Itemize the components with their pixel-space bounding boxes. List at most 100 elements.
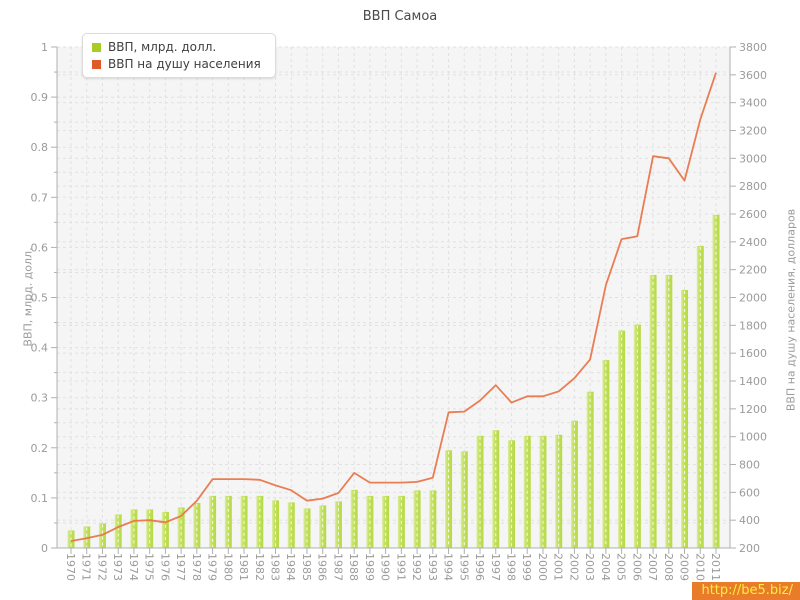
left-tick-label: 0.8 — [31, 141, 49, 154]
legend: ВВП, млрд. долл. ВВП на душу населения — [82, 33, 276, 78]
year-label-1994: 1994 — [442, 553, 455, 581]
year-label-1980: 1980 — [221, 553, 234, 581]
year-label-1990: 1990 — [379, 553, 392, 581]
legend-item-gdp[interactable]: ВВП, млрд. долл. — [92, 40, 261, 54]
gdp-series-swatch-icon — [92, 42, 101, 52]
legend-label-gdp-per-capita: ВВП на душу населения — [108, 57, 261, 71]
bar-1976[interactable] — [161, 511, 169, 548]
year-label-1976: 1976 — [158, 553, 171, 581]
right-tick-label: 2000 — [739, 292, 767, 305]
right-tick-label: 1800 — [739, 319, 767, 332]
legend-item-gdp-per-capita[interactable]: ВВП на душу населения — [92, 57, 261, 71]
left-tick-label: 0.9 — [31, 91, 49, 104]
year-label-1974: 1974 — [127, 553, 140, 581]
left-tick-label: 0.5 — [31, 292, 49, 305]
right-tick-label: 3200 — [739, 125, 767, 138]
right-tick-label: 600 — [739, 486, 760, 499]
right-tick-label: 400 — [739, 514, 760, 527]
year-label-2002: 2002 — [567, 553, 580, 581]
bar-1994[interactable] — [445, 450, 453, 548]
right-tick-label: 2200 — [739, 264, 767, 277]
right-axis-title: ВВП на душу населения, долларов — [784, 208, 798, 412]
right-tick-label: 800 — [739, 459, 760, 472]
year-label-1977: 1977 — [174, 553, 187, 581]
year-label-1992: 1992 — [410, 553, 423, 581]
chart-title: ВВП Самоа — [362, 9, 438, 24]
year-label-2005: 2005 — [615, 553, 628, 581]
x-axis-ticks: 1970 1971 1972 1973 1974 1975 1976 1977 1978 1979… — [64, 548, 722, 581]
year-label-1975: 1975 — [143, 553, 156, 581]
right-tick-label: 1000 — [739, 431, 767, 444]
year-label-1971: 1971 — [80, 553, 93, 581]
bar-1983[interactable] — [272, 500, 280, 548]
year-label-1988: 1988 — [347, 553, 360, 581]
year-label-1972: 1972 — [95, 553, 108, 581]
year-label-1993: 1993 — [426, 553, 439, 581]
year-label-2006: 2006 — [630, 553, 643, 581]
year-label-1989: 1989 — [363, 553, 376, 581]
year-label-1987: 1987 — [331, 553, 344, 581]
bar-1998[interactable] — [507, 440, 515, 548]
gdp-per-capita-series-swatch-icon — [92, 59, 101, 69]
year-label-1997: 1997 — [489, 553, 502, 581]
gdp-per-capita-line-series[interactable] — [70, 72, 717, 542]
year-label-1985: 1985 — [300, 553, 313, 581]
year-label-1986: 1986 — [316, 553, 329, 581]
year-label-2009: 2009 — [678, 553, 691, 581]
bar-1995[interactable] — [460, 451, 468, 548]
bar-1988[interactable] — [350, 489, 358, 548]
left-tick-label: 0.4 — [31, 342, 49, 355]
bar-1973[interactable] — [114, 514, 122, 548]
year-label-1970: 1970 — [64, 553, 77, 581]
bar-2007[interactable] — [649, 274, 657, 548]
left-tick-label: 0.3 — [31, 392, 49, 405]
year-label-2010: 2010 — [693, 553, 706, 581]
right-tick-label: 2600 — [739, 208, 767, 221]
left-tick-label: 1 — [41, 41, 48, 54]
bar-1997[interactable] — [492, 430, 500, 548]
right-tick-label: 3800 — [739, 41, 767, 54]
year-label-2000: 2000 — [536, 553, 549, 581]
left-axis-ticks: 0 0.1 0.2 0.3 0.4 0.5 0.6 0.7 0.8 0.9 1 — [31, 41, 57, 555]
year-label-1981: 1981 — [237, 553, 250, 581]
bar-2008[interactable] — [665, 274, 673, 548]
left-tick-label: 0.2 — [31, 442, 49, 455]
left-tick-label: 0 — [41, 542, 48, 555]
bar-1984[interactable] — [287, 502, 295, 548]
year-label-1998: 1998 — [504, 553, 517, 581]
right-tick-label: 3000 — [739, 152, 767, 165]
right-tick-label: 1200 — [739, 403, 767, 416]
bar-1971[interactable] — [83, 526, 91, 548]
bar-1978[interactable] — [193, 502, 201, 548]
right-tick-label: 1600 — [739, 347, 767, 360]
year-label-1984: 1984 — [284, 553, 297, 581]
bar-1993[interactable] — [429, 490, 437, 548]
right-tick-label: 3400 — [739, 97, 767, 110]
right-tick-label: 2400 — [739, 236, 767, 249]
right-tick-label: 1400 — [739, 375, 767, 388]
left-axis-title: ВВП, млрд. долл. — [21, 247, 35, 347]
year-label-2003: 2003 — [583, 553, 596, 581]
year-label-1983: 1983 — [269, 553, 282, 581]
bar-1992[interactable] — [413, 490, 421, 548]
year-label-1996: 1996 — [473, 553, 486, 581]
bar-2003[interactable] — [586, 391, 594, 548]
legend-label-gdp: ВВП, млрд. долл. — [108, 40, 217, 54]
year-label-1982: 1982 — [253, 553, 266, 581]
right-tick-label: 3600 — [739, 69, 767, 82]
year-label-2001: 2001 — [552, 553, 565, 581]
year-label-1978: 1978 — [190, 553, 203, 581]
left-tick-label: 0.7 — [31, 191, 49, 204]
year-label-2011: 2011 — [709, 553, 722, 581]
bar-2011[interactable] — [712, 214, 720, 548]
year-label-2007: 2007 — [646, 553, 659, 581]
year-label-2008: 2008 — [662, 553, 675, 581]
watermark-link[interactable]: http://be5.biz/ — [692, 582, 800, 600]
bar-1987[interactable] — [334, 501, 342, 548]
bar-2005[interactable] — [618, 330, 626, 548]
right-axis-ticks: 200 400 600 800 1000 1200 1400 1600 1800 2000 2200… — [730, 41, 767, 555]
right-tick-label: 200 — [739, 542, 760, 555]
year-label-1979: 1979 — [206, 553, 219, 581]
